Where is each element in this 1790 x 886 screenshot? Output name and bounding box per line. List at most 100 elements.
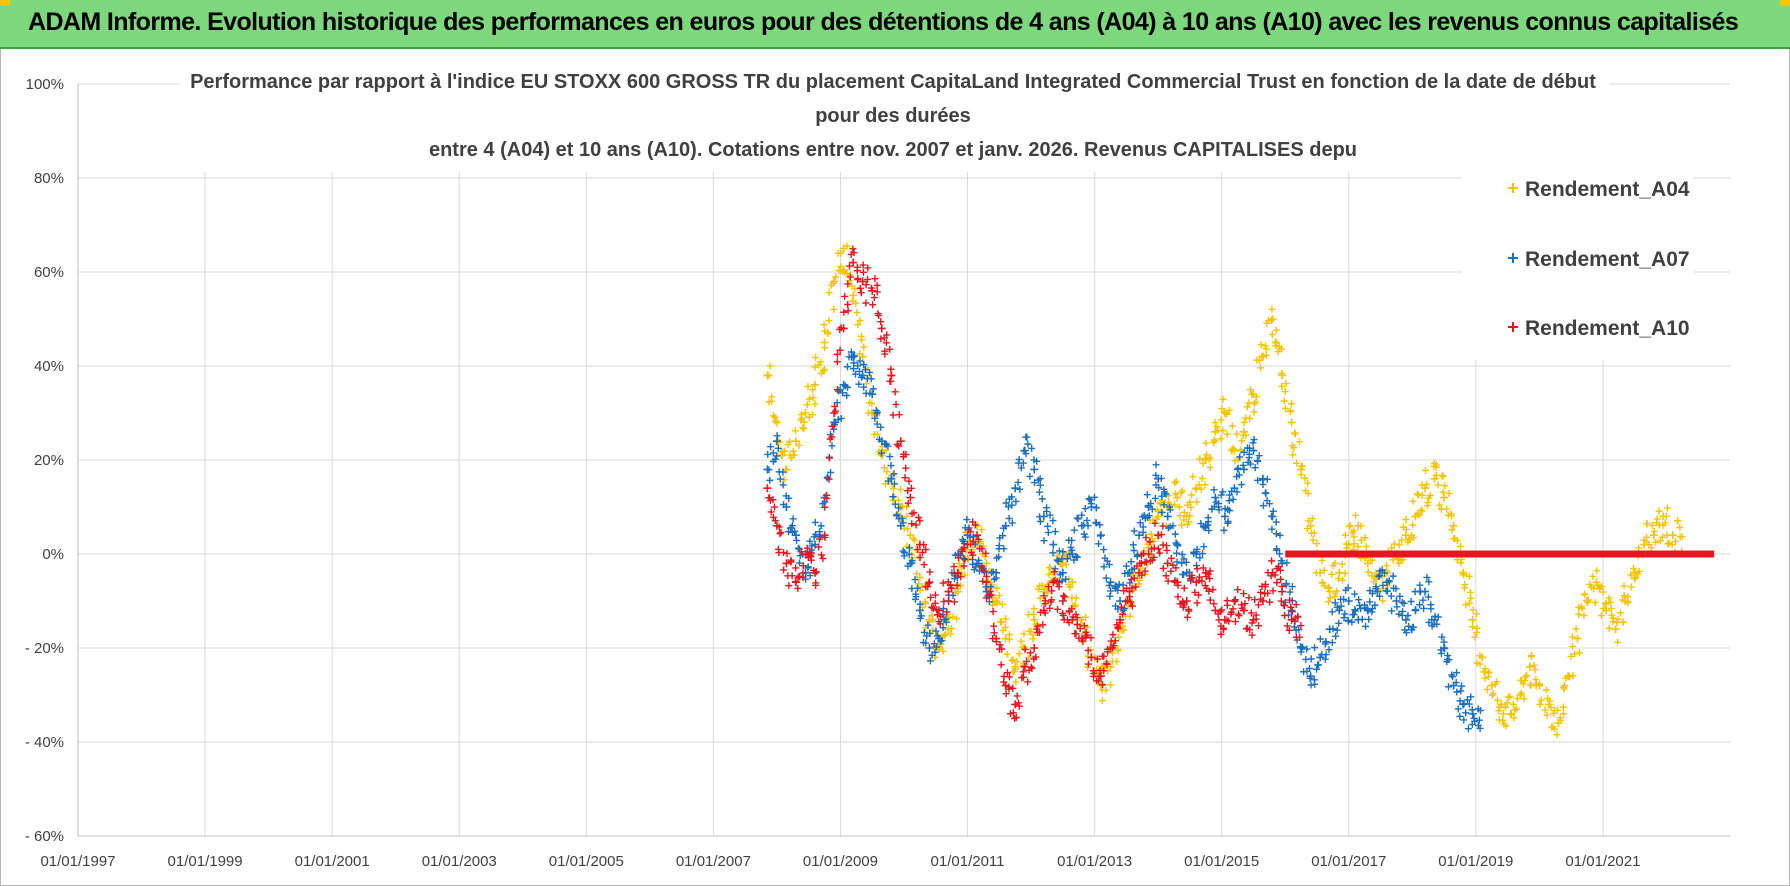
data-point <box>1195 591 1203 599</box>
data-point <box>1662 512 1670 520</box>
data-point <box>1035 585 1043 593</box>
data-point <box>849 352 858 361</box>
data-point <box>1527 653 1535 661</box>
data-point <box>1368 556 1376 564</box>
data-point <box>1048 587 1056 595</box>
data-point <box>888 372 896 380</box>
data-point <box>931 599 939 607</box>
data-point <box>799 562 807 570</box>
data-point <box>1281 388 1289 396</box>
data-point <box>1073 514 1081 522</box>
data-point <box>1668 541 1676 549</box>
data-point <box>1119 610 1127 618</box>
data-point <box>922 639 930 647</box>
data-point <box>855 380 863 388</box>
data-point <box>1420 604 1428 612</box>
data-point <box>1656 537 1664 545</box>
data-point <box>979 577 987 585</box>
data-point <box>1313 540 1321 548</box>
data-point <box>1144 550 1153 558</box>
data-point <box>1438 633 1446 641</box>
data-point <box>1308 515 1316 523</box>
data-point <box>1252 393 1260 401</box>
data-point <box>1211 418 1219 426</box>
data-point <box>992 638 1000 646</box>
data-point <box>1225 406 1233 414</box>
data-point <box>1542 686 1550 694</box>
data-point <box>830 277 839 286</box>
data-point <box>1294 613 1302 621</box>
data-point <box>1132 583 1140 591</box>
data-point <box>1204 514 1212 522</box>
data-point <box>1425 578 1433 586</box>
chart-title-line-3: entre 4 (A04) et 10 ans (A10). Cotations… <box>429 139 1357 161</box>
data-point <box>1180 584 1188 592</box>
x-tick-label: 01/01/2007 <box>676 853 751 870</box>
data-point <box>1320 566 1328 574</box>
data-point <box>1571 650 1579 658</box>
data-point <box>1321 655 1329 663</box>
data-point <box>1250 436 1258 444</box>
data-point <box>767 443 775 451</box>
data-point <box>958 547 966 555</box>
data-point <box>900 548 908 556</box>
data-point <box>914 546 922 554</box>
data-point <box>1453 669 1461 677</box>
data-point <box>1066 583 1074 591</box>
data-point <box>1673 517 1681 525</box>
data-point <box>1250 400 1258 408</box>
data-point <box>866 399 874 407</box>
data-point <box>1453 537 1461 545</box>
data-point <box>1607 604 1615 612</box>
data-point <box>1445 656 1453 664</box>
data-point <box>1111 637 1119 645</box>
data-point <box>898 514 906 522</box>
data-point <box>1560 685 1568 693</box>
data-point <box>1014 478 1022 486</box>
data-point <box>929 616 937 624</box>
data-point <box>1567 652 1575 660</box>
data-point <box>1449 673 1457 681</box>
data-point <box>975 536 983 544</box>
data-point <box>1094 677 1102 685</box>
data-point <box>858 352 867 361</box>
data-point <box>926 657 934 665</box>
data-point <box>1388 544 1396 552</box>
data-point <box>1605 624 1613 632</box>
data-point <box>1059 548 1067 556</box>
data-point <box>1328 608 1336 616</box>
data-point <box>1055 583 1063 591</box>
data-point <box>1449 521 1458 530</box>
data-point <box>1334 575 1342 583</box>
data-point <box>1031 479 1039 487</box>
data-point <box>915 513 923 521</box>
data-point <box>764 450 772 458</box>
data-point <box>1611 625 1620 634</box>
data-point <box>785 582 793 590</box>
data-point <box>1439 488 1447 496</box>
data-point <box>1206 596 1214 604</box>
data-point <box>1287 407 1295 415</box>
data-point <box>844 280 852 288</box>
data-point <box>1362 543 1370 551</box>
data-point <box>776 475 784 483</box>
data-point <box>1011 665 1019 673</box>
data-point <box>1234 610 1242 618</box>
data-point <box>890 480 898 488</box>
data-point <box>1139 528 1147 536</box>
data-point <box>1021 645 1029 653</box>
data-point <box>1448 526 1456 534</box>
data-point <box>767 508 775 516</box>
data-point <box>1296 438 1304 446</box>
data-point <box>1223 430 1231 438</box>
data-point <box>1238 481 1245 489</box>
data-point <box>1217 435 1225 443</box>
data-point <box>855 367 863 375</box>
data-point <box>1272 530 1280 538</box>
data-point <box>1099 681 1107 689</box>
data-point <box>1180 555 1188 563</box>
data-point <box>1311 644 1319 652</box>
data-point <box>1491 680 1499 688</box>
data-point <box>1368 590 1376 598</box>
data-point <box>969 551 977 559</box>
